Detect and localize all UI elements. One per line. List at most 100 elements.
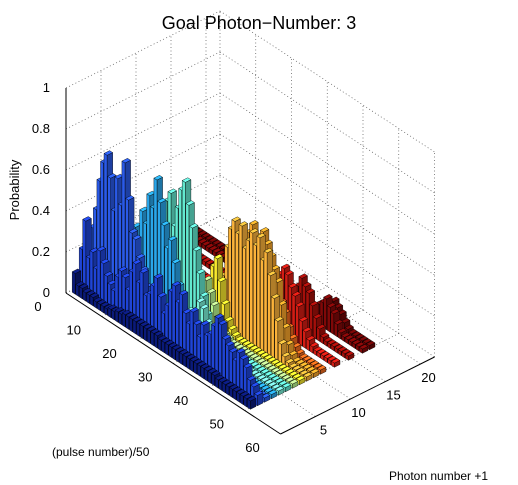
bar-front (309, 344, 314, 354)
x-axis-line (65, 292, 281, 435)
x-tick-label: 10 (67, 323, 81, 338)
bar-front (323, 339, 328, 347)
bar-front (143, 326, 147, 342)
bar-front (239, 394, 244, 405)
bar-front (231, 219, 236, 335)
bar-front (150, 331, 155, 347)
bar-front (327, 358, 331, 366)
bar-front (306, 338, 310, 352)
bar-front (179, 352, 183, 366)
bar-front (330, 344, 335, 352)
bar-front (157, 337, 162, 351)
bar-front (146, 328, 151, 344)
bar-front (271, 296, 275, 361)
z-tick-label: 1 (43, 80, 50, 95)
bar-front (225, 384, 230, 396)
bar-front (352, 342, 356, 349)
bar-front (235, 231, 239, 338)
bar-front (82, 218, 87, 294)
bar-front (154, 333, 158, 349)
bar-front (111, 309, 115, 321)
bar-front (118, 312, 122, 326)
bar-front (100, 304, 105, 314)
bar-front (337, 330, 342, 340)
bar-front (344, 337, 349, 345)
bar-front (182, 354, 187, 368)
bar-front (205, 245, 209, 253)
y-tick-label: 15 (386, 388, 400, 403)
bar-series (78, 216, 264, 407)
bar-front (327, 342, 331, 349)
bar-front (256, 235, 261, 352)
z-tick-label: 0.2 (32, 244, 50, 259)
y-axis-line (280, 356, 435, 435)
z-tick-label: 0.4 (32, 203, 50, 218)
y-tick-labels: 5 10 15 20 (320, 370, 436, 438)
bar-front (320, 353, 324, 361)
bar-front (249, 230, 254, 347)
bar-front (313, 349, 317, 356)
y-axis-label: Photon number +1 (389, 469, 488, 483)
chart-title: Goal Photon−Number: 3 (162, 13, 357, 33)
bar-front (320, 335, 324, 345)
bar-front (299, 319, 303, 347)
bar-front (341, 335, 345, 342)
bar-front (236, 391, 240, 403)
bar-front (168, 345, 172, 358)
bar-front (164, 342, 169, 356)
x-tick-labels: 0 10 20 30 40 50 60 (34, 299, 259, 455)
bar-front (247, 398, 251, 410)
bar-front (136, 321, 140, 337)
bar-front (207, 370, 212, 384)
grid-line (65, 10, 221, 89)
bar-front (263, 250, 268, 356)
z-tick-label: 0 (43, 285, 50, 300)
bar-front (331, 360, 335, 368)
bar-front (222, 382, 226, 394)
bar-front (338, 349, 342, 356)
z-tick-label: 0.6 (32, 162, 50, 177)
bar-front (229, 387, 233, 398)
bar-front (211, 373, 215, 387)
bar-front (260, 258, 264, 354)
grid-line (219, 133, 435, 276)
bar-front (334, 346, 338, 354)
bar-front (202, 259, 206, 267)
x-tick-label: 20 (102, 346, 116, 361)
bar-front (302, 329, 306, 349)
axis-lines (65, 88, 435, 435)
bar-front (139, 324, 144, 340)
z-axis-label: Probability (7, 159, 22, 220)
bar-group (71, 150, 376, 410)
bar-front (245, 238, 250, 345)
bar-front (125, 314, 130, 330)
bar-front (327, 305, 331, 333)
bar-front (189, 359, 194, 373)
bar-front (89, 295, 94, 307)
bar-front (214, 377, 219, 389)
bar-front (323, 296, 327, 331)
bar-front (186, 356, 190, 370)
bar-series (71, 268, 257, 410)
bar-front (341, 351, 345, 359)
bar-front (193, 361, 198, 375)
bar-front (205, 262, 210, 270)
bar-front (316, 326, 320, 342)
y-tick-label: 20 (421, 370, 435, 385)
grid-line (65, 51, 221, 130)
bar-front (359, 346, 363, 354)
grid-line (219, 10, 435, 153)
z-tick-labels: 0 0.2 0.4 0.6 0.8 1 (32, 80, 50, 300)
grid-line (65, 133, 221, 212)
x-tick-label: 30 (138, 370, 152, 385)
bar-front (197, 363, 201, 377)
bar-front (201, 243, 206, 251)
z-tick-label: 0.8 (32, 121, 50, 136)
grid-line (219, 174, 435, 317)
y-tick-label: 10 (351, 405, 365, 420)
bar-front (334, 322, 338, 338)
bar-front (204, 368, 208, 382)
bar-front (243, 396, 248, 408)
bar-front (93, 299, 97, 309)
